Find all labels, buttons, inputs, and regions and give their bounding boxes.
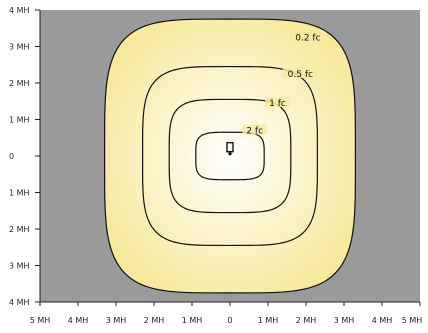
x-tick-label-1: 4 MH — [68, 316, 89, 325]
luminaire-marker — [226, 141, 234, 153]
contour-label-1: 0.5 fc — [288, 70, 313, 80]
luminaire-layer — [226, 141, 234, 156]
contour-label-bg-0 — [290, 31, 326, 42]
x-tick-label-9: 4 MH — [372, 316, 393, 325]
x-tick-label-0: 5 MH — [30, 316, 51, 325]
contour-label-0: 0.2 fc — [295, 33, 320, 43]
x-tick-label-5: 0 — [227, 316, 232, 325]
x-tick-label-7: 2 MH — [296, 316, 317, 325]
contour-label-3: 2 fc — [246, 126, 263, 136]
y-tick-label-1: 3 MH — [9, 43, 30, 52]
contour-line-0 — [103, 18, 357, 294]
y-tick-label-0: 4 MH — [9, 6, 30, 15]
y-tick-label-8: 4 MH — [9, 298, 30, 307]
contour-label-bg-1 — [282, 67, 318, 78]
y-tick-label-2: 2 MH — [9, 79, 30, 88]
x-axis-ticks: 5 MH 4 MH 3 MH 2 MH 1 MH 0 1 MH 2 MH 3 MH 4 MH 5 M… — [30, 302, 423, 325]
contour-label-bg-2 — [265, 97, 290, 108]
illuminated-area — [104, 19, 356, 293]
illuminance-fill — [104, 19, 356, 293]
contour-label-2: 1 fc — [269, 99, 286, 109]
contour-label-bg-3 — [242, 124, 268, 135]
y-tick-label-7: 3 MH — [9, 262, 30, 271]
x-tick-label-6: 1 MH — [258, 316, 279, 325]
x-tick-label-3: 2 MH — [144, 316, 165, 325]
x-tick-label-4: 1 MH — [182, 316, 203, 325]
contour-labels: 0.2 fc 0.5 fc 1 fc 2 fc — [242, 31, 326, 136]
y-tick-label-6: 2 MH — [9, 225, 30, 234]
luminaire-aim-point — [228, 152, 232, 156]
y-axis-ticks: 4 MH 3 MH 2 MH 1 MH 0 1 MH 2 MH 3 MH 4 MH — [9, 6, 40, 307]
y-tick-label-4: 0 — [9, 152, 14, 161]
x-tick-label-10: 5 MH — [402, 316, 423, 325]
x-tick-label-2: 3 MH — [106, 316, 127, 325]
y-tick-label-5: 1 MH — [9, 189, 30, 198]
x-tick-label-8: 3 MH — [334, 316, 355, 325]
y-tick-label-3: 1 MH — [9, 116, 30, 125]
